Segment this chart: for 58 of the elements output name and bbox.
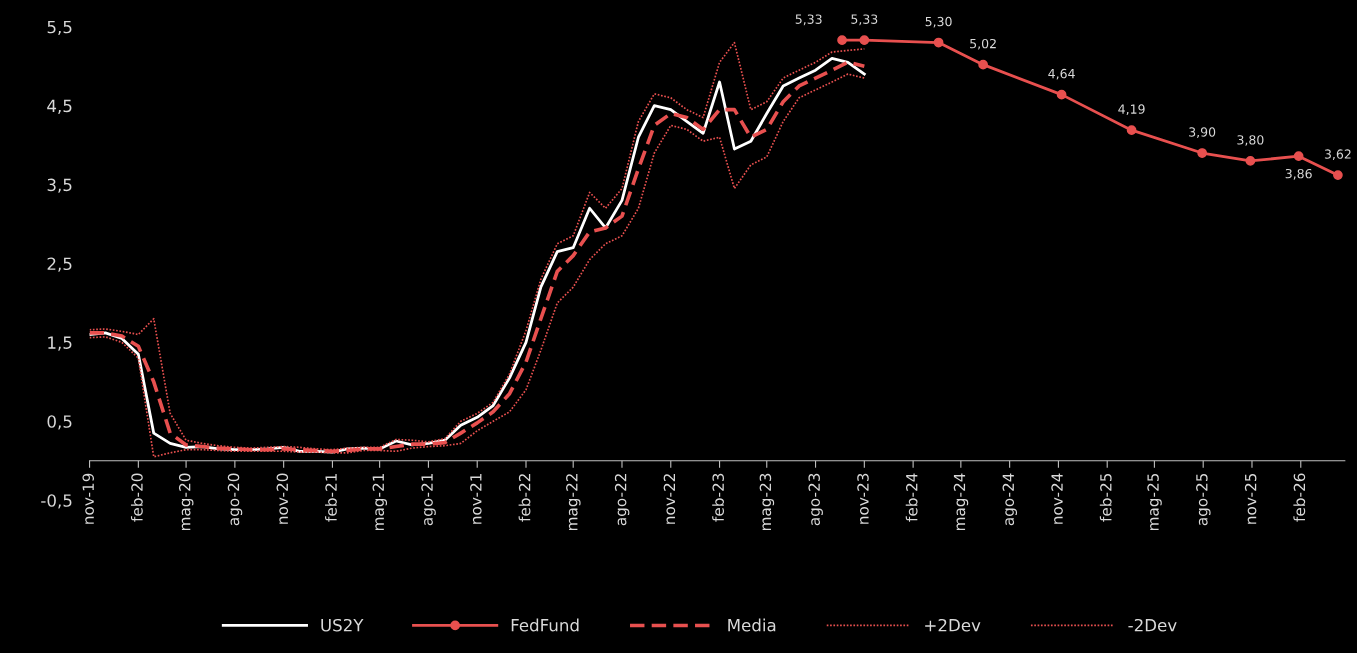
x-tick-label: mag-25 (1147, 473, 1162, 531)
legend-label: -2Dev (1128, 618, 1177, 632)
x-tick-label: ago-24 (1002, 473, 1018, 526)
legend-label: Media (728, 618, 776, 632)
x-tick-label: nov-25 (1244, 473, 1257, 524)
point (1293, 151, 1304, 162)
legend-label: US2Y (321, 618, 364, 632)
legend-label: FedFund (511, 618, 579, 632)
x-tick-label: mag-20 (178, 473, 194, 531)
point (1245, 156, 1256, 166)
data-label: 5,33 (851, 14, 878, 26)
x-tick-label: ago-23 (808, 473, 823, 526)
x-tick-label: feb-25 (1099, 473, 1112, 522)
y-tick-label: 4,5 (47, 99, 72, 114)
x-tick-label: feb-22 (518, 474, 531, 522)
y-tick-label: -0,5 (41, 494, 72, 509)
data-label: 3,80 (1237, 135, 1264, 146)
data-label: 4,64 (1048, 68, 1075, 80)
x-tick-label: ago-21 (421, 473, 436, 526)
x-tick-label: ago-25 (1196, 473, 1211, 526)
x-tick-label: mag-22 (566, 474, 581, 531)
point (859, 35, 870, 46)
data-label: 3,86 (1285, 168, 1312, 180)
point (1197, 148, 1207, 158)
point (1333, 170, 1343, 180)
x-tick-label: feb-20 (130, 473, 143, 522)
x-tick-label: feb-21 (325, 473, 337, 522)
x-tick-label: nov-22 (663, 474, 676, 524)
x-tick-label: nov-24 (1051, 473, 1063, 524)
y-tick-label: 2,5 (47, 257, 72, 272)
x-tick-label: mag-21 (372, 473, 388, 531)
data-label: 4,19 (1118, 104, 1145, 116)
x-tick-label: mag-24 (953, 473, 969, 531)
point (1126, 125, 1137, 135)
y-tick-label: 3,5 (47, 178, 72, 193)
point (1056, 89, 1067, 100)
x-tick-label: nov-19 (82, 473, 94, 524)
y-tick-label: 5,5 (47, 20, 72, 36)
x-tick-label: ago-20 (227, 473, 243, 526)
x-tick-label: ago-22 (614, 474, 630, 526)
x-tick-label: feb-23 (712, 473, 724, 522)
x-tick-label: nov-23 (857, 473, 869, 524)
point (978, 59, 988, 70)
point (837, 35, 847, 46)
x-tick-label: feb-24 (905, 473, 918, 522)
x-tick-label: mag-23 (759, 473, 775, 531)
data-label: 5,30 (925, 16, 952, 28)
y-tick-label: 0,5 (47, 415, 72, 430)
data-label: 3,90 (1189, 127, 1216, 138)
data-label: 5,02 (970, 38, 996, 50)
x-tick-label: nov-21 (470, 473, 482, 524)
x-tick-label: nov-20 (276, 473, 289, 524)
data-label: 5,33 (795, 14, 822, 26)
point (933, 37, 944, 48)
y-tick-label: 1,5 (48, 336, 72, 351)
legend-label: +2Dev (925, 618, 981, 632)
data-label: 3,62 (1324, 149, 1351, 161)
x-tick-label: feb-26 (1293, 473, 1306, 522)
